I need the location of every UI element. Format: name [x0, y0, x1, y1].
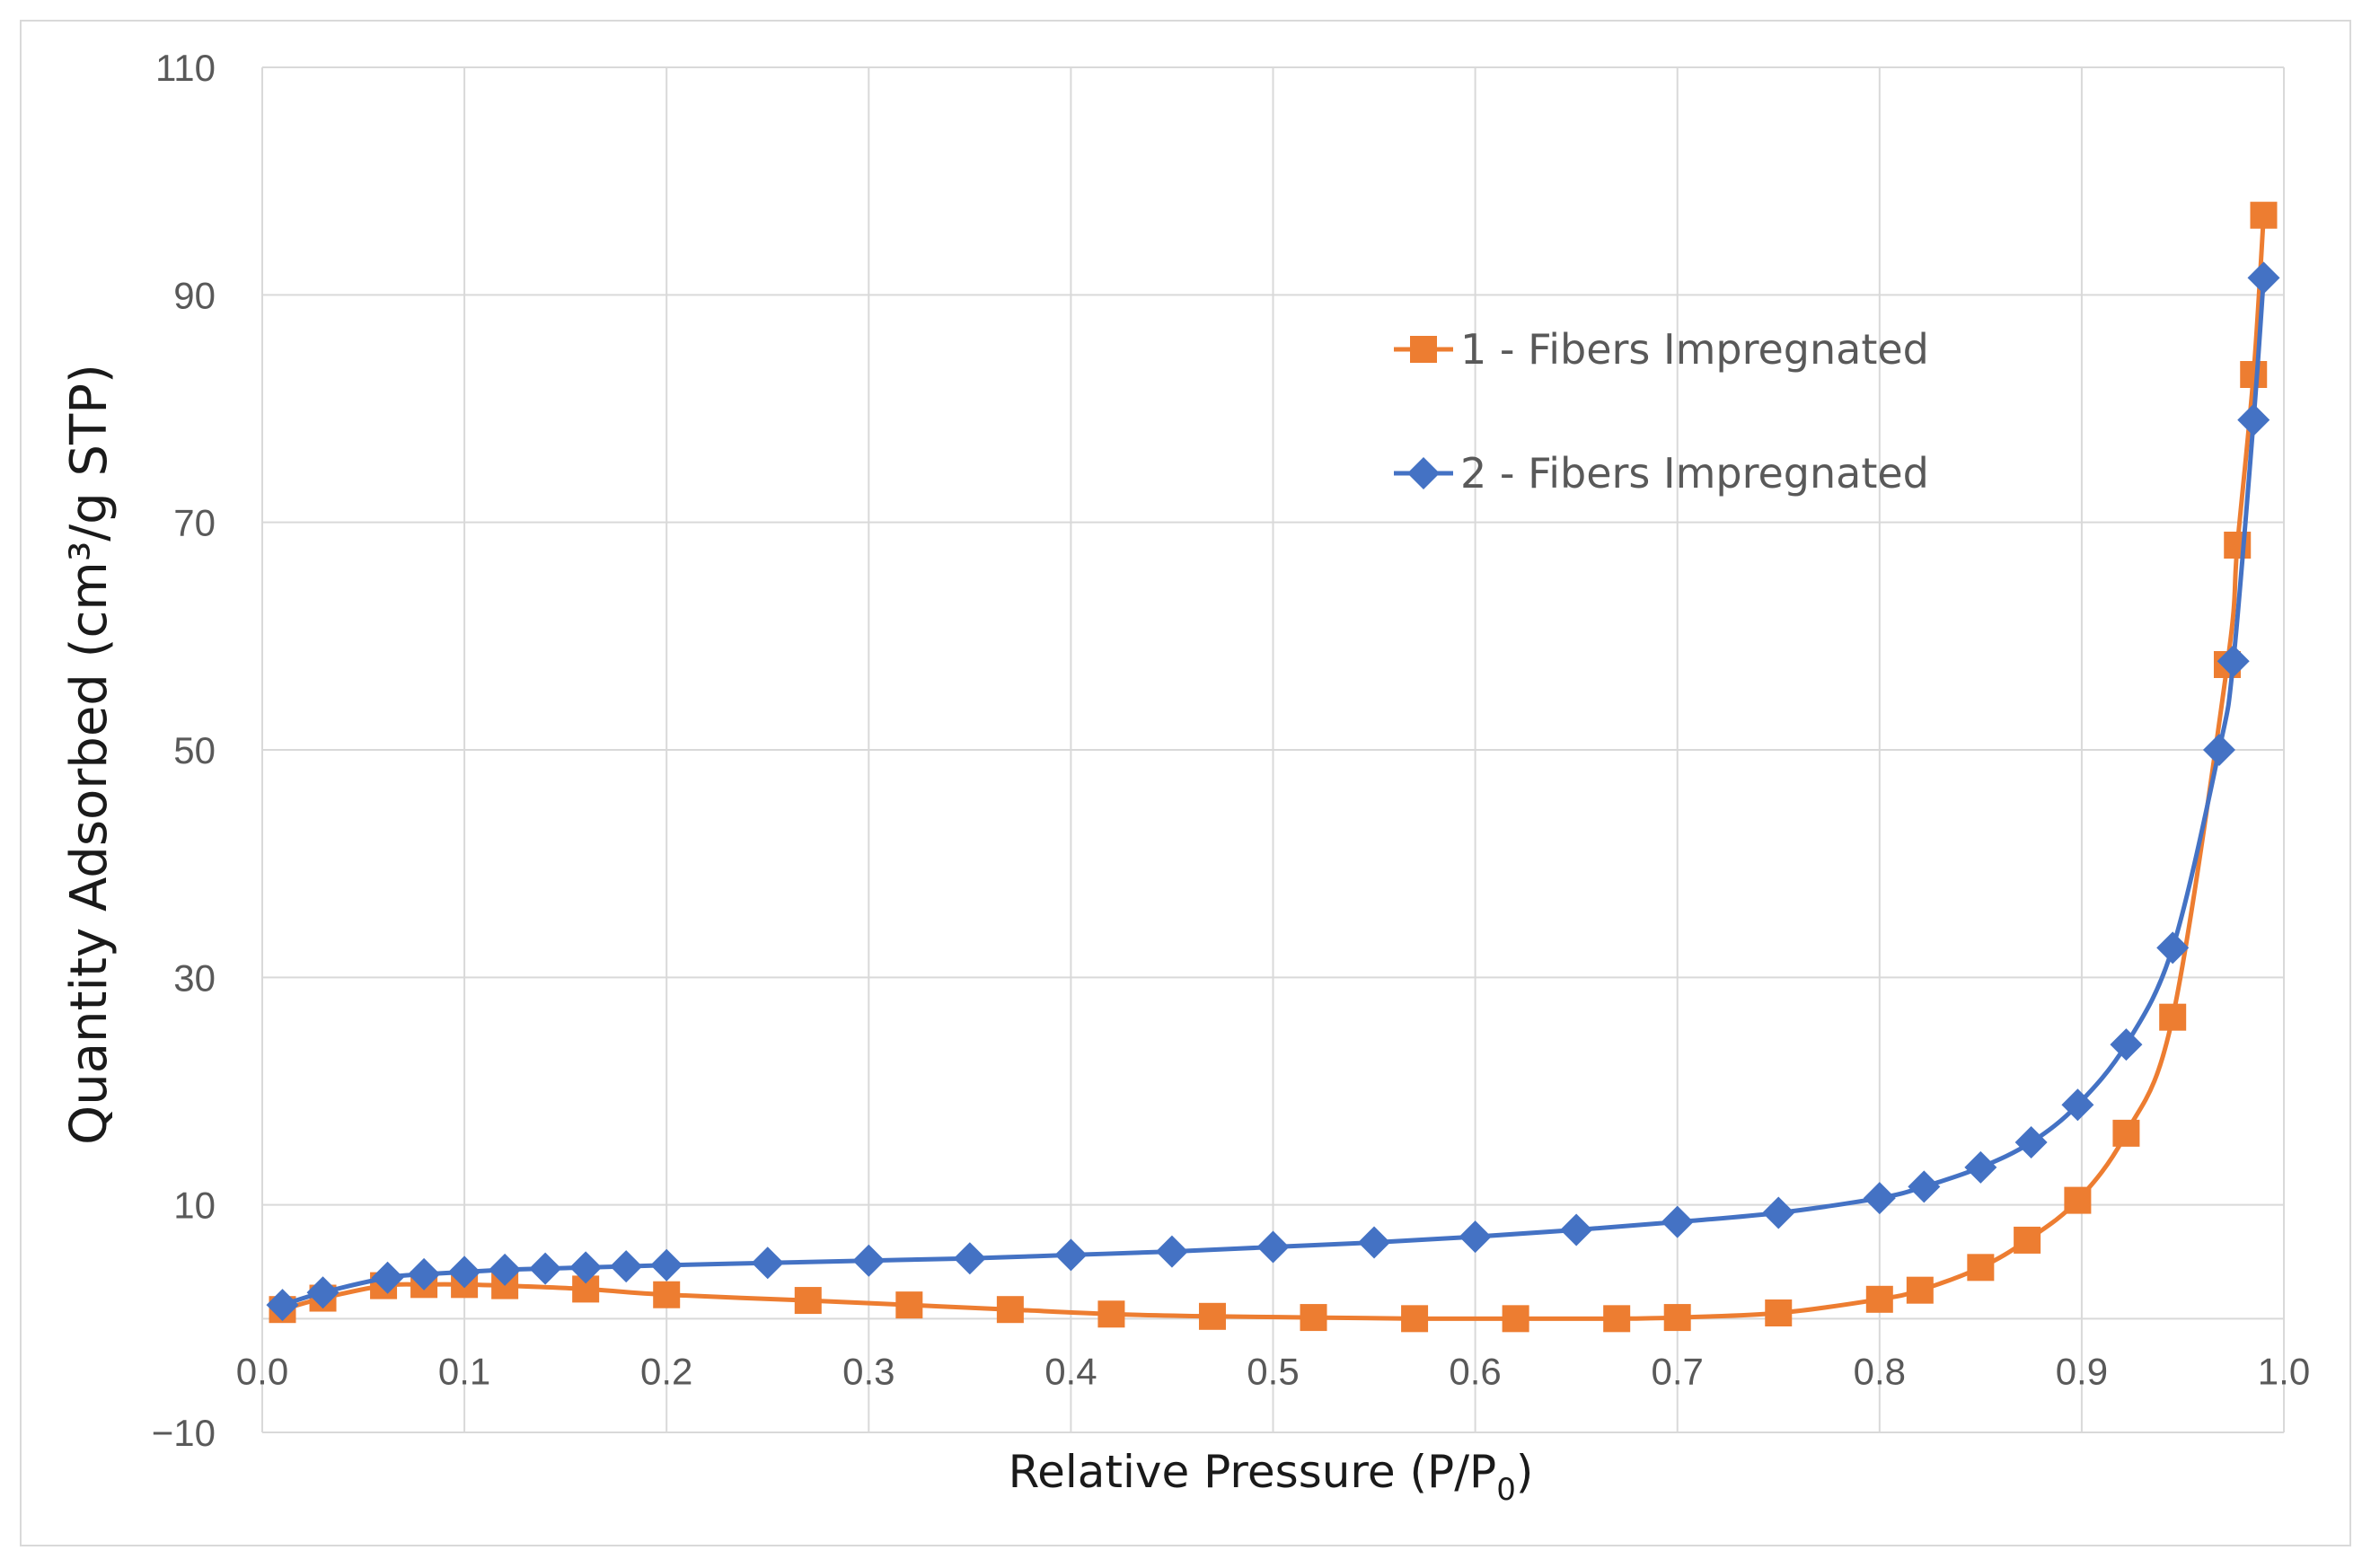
x-tick-label: 0.1 [438, 1350, 490, 1392]
y-tick-label: 70 [173, 502, 216, 544]
data-point-diamond [1054, 1238, 1088, 1272]
data-point-diamond [266, 1289, 299, 1322]
y-tick-label: 50 [173, 729, 216, 771]
data-point-diamond [610, 1250, 643, 1283]
data-point-diamond [448, 1255, 481, 1289]
data-point-diamond [2110, 1028, 2143, 1061]
data-point-square [1198, 1302, 1226, 1330]
data-point-diamond [306, 1276, 339, 1309]
x-tick-label: 0.0 [236, 1350, 288, 1392]
data-point-diamond [1863, 1182, 1896, 1215]
x-tick-label: 0.4 [1044, 1350, 1097, 1392]
data-point-diamond [489, 1253, 522, 1286]
y-tick-label: 90 [173, 274, 216, 316]
data-point-square [2064, 1186, 2092, 1214]
legend-item-series-2: 2 - Fibers Impregnated [1394, 449, 1929, 498]
y-tick-label: 110 [155, 47, 216, 89]
data-point-diamond [650, 1248, 683, 1282]
data-point-diamond [751, 1246, 784, 1280]
series-layer [266, 201, 2280, 1333]
data-point-diamond [2156, 931, 2190, 965]
data-point-square [1502, 1305, 1529, 1333]
x-tick-label: 0.6 [1449, 1350, 1501, 1392]
legend: 1 - Fibers Impregnated 2 - Fibers Impreg… [1394, 325, 1929, 498]
x-tick-label: 0.9 [2056, 1350, 2108, 1392]
data-point-diamond [408, 1257, 441, 1291]
data-point-square [1603, 1305, 1631, 1333]
data-point-diamond [1560, 1213, 1593, 1246]
data-point-diamond [852, 1244, 886, 1277]
data-point-diamond [1459, 1220, 1492, 1254]
x-tick-label: 0.7 [1652, 1350, 1704, 1392]
data-point-square [996, 1296, 1024, 1324]
data-point-square [1401, 1305, 1429, 1333]
data-point-diamond [1762, 1196, 1795, 1229]
data-point-diamond [953, 1242, 986, 1275]
x-tick-label: 0.8 [1854, 1350, 1906, 1392]
data-point-diamond [2237, 403, 2270, 436]
tick-labels: −10 10 30 50 70 90 110 0.0 0.1 0.2 0.3 0.4 0.5 0.6 0.7… [152, 47, 2310, 1454]
y-tick-label: 10 [173, 1185, 216, 1227]
data-point-square [2112, 1119, 2140, 1147]
x-axis-title: Relative Pressure (P/P0) [1009, 1446, 1534, 1508]
data-point-square [1097, 1300, 1125, 1328]
data-point-diamond [1256, 1230, 1290, 1264]
data-point-square [2159, 1003, 2187, 1031]
x-axis-title-main: Relative Pressure (P/P [1009, 1446, 1497, 1498]
gridlines [261, 66, 2285, 1433]
data-point-square [1967, 1254, 1995, 1282]
x-tick-label: 0.3 [842, 1350, 895, 1392]
data-point-diamond [1964, 1150, 1997, 1184]
legend-marker-square [1410, 336, 1437, 363]
legend-item-series-1: 1 - Fibers Impregnated [1394, 325, 1929, 374]
data-point-diamond [529, 1252, 562, 1285]
data-point-square [1300, 1304, 1327, 1332]
x-tick-label: 0.5 [1247, 1350, 1299, 1392]
data-point-square [1765, 1299, 1793, 1326]
data-point-square [2240, 361, 2268, 388]
legend-marker-diamond [1407, 457, 1440, 489]
data-point-square [2224, 532, 2252, 559]
legend-label-series-1: 1 - Fibers Impregnated [1460, 325, 1929, 374]
legend-label-series-2: 2 - Fibers Impregnated [1460, 449, 1929, 498]
data-point-diamond [1358, 1226, 1391, 1259]
data-point-diamond [1155, 1235, 1188, 1268]
chart-frame [20, 20, 2351, 1546]
x-axis-title-close: ) [1516, 1446, 1534, 1498]
y-tick-label: −10 [152, 1412, 216, 1454]
data-point-diamond [2061, 1088, 2094, 1122]
x-axis-title-subscript: 0 [1496, 1472, 1516, 1508]
data-point-square [653, 1281, 681, 1308]
data-point-square [1865, 1285, 1893, 1313]
data-point-diamond [1661, 1205, 1694, 1238]
x-tick-label: 1.0 [2258, 1350, 2310, 1392]
data-point-diamond [2247, 261, 2280, 295]
data-point-diamond [371, 1261, 404, 1294]
data-point-diamond [2217, 645, 2250, 678]
data-point-square [1663, 1304, 1691, 1332]
y-tick-label: 30 [173, 956, 216, 999]
data-point-square [794, 1287, 822, 1315]
data-point-square [2014, 1226, 2041, 1254]
x-tick-label: 0.2 [640, 1350, 692, 1392]
data-point-diamond [569, 1251, 603, 1284]
data-point-diamond [2014, 1126, 2048, 1158]
data-point-square [895, 1291, 923, 1319]
data-point-square [1906, 1276, 1934, 1304]
data-point-diamond [2202, 734, 2235, 766]
data-point-diamond [1908, 1170, 1941, 1203]
series-2 [266, 261, 2280, 1322]
data-point-square [2250, 201, 2278, 229]
y-axis-title: Quantity Adsorbed (cm³/g STP) [60, 364, 119, 1145]
